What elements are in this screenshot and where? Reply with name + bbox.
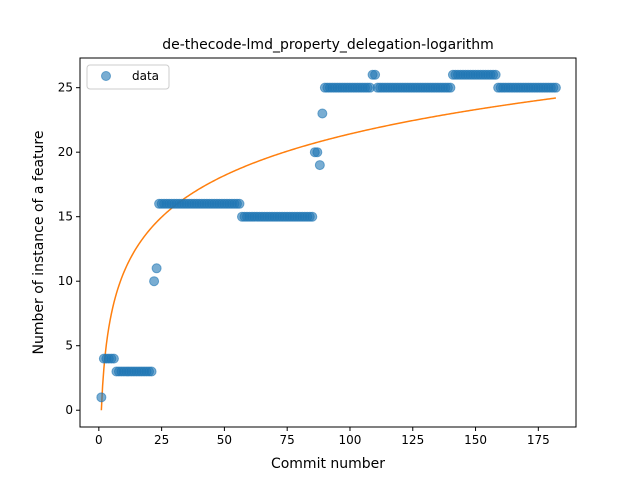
y-tick-label-25: 25 (58, 81, 73, 95)
chart-title: de-thecode-lmd_property_delegation-logar… (162, 37, 494, 53)
x-tick-label-100: 100 (339, 433, 362, 447)
x-tick-label-50: 50 (217, 433, 232, 447)
data-point-84 (307, 211, 318, 222)
data-point-86 (312, 147, 323, 158)
data-point-21 (149, 276, 160, 287)
y-tick-label-20: 20 (58, 145, 73, 159)
legend: data (86, 64, 170, 90)
data-point-22 (151, 263, 162, 274)
x-tick-label-75: 75 (280, 433, 295, 447)
x-ticks: 0 25 50 75 100 125 150 175 (95, 427, 550, 447)
x-tick-label-125: 125 (401, 433, 424, 447)
legend-box (86, 64, 170, 90)
plot-frame (79, 57, 577, 428)
data-point-5 (108, 353, 119, 364)
x-tick-label-0: 0 (95, 433, 103, 447)
x-tick-label-25: 25 (154, 433, 169, 447)
y-tick-label-10: 10 (58, 274, 73, 288)
y-axis-label: Number of instance of a feature (31, 131, 47, 355)
data-point-0 (96, 392, 107, 403)
legend-label-data: data (132, 69, 159, 83)
data-point-181 (550, 82, 561, 93)
points-layer (96, 69, 561, 403)
y-tick-label-15: 15 (58, 210, 73, 224)
data-point-87 (314, 160, 325, 171)
data-point-20 (146, 366, 157, 377)
x-tick-label-150: 150 (464, 433, 487, 447)
x-axis-label: Commit number (271, 456, 385, 472)
y-ticks: 0 5 10 15 20 25 (58, 81, 80, 417)
data-point-109 (370, 69, 381, 80)
y-tick-label-5: 5 (65, 339, 73, 353)
legend-marker-data (101, 71, 111, 81)
data-point-139 (445, 82, 456, 93)
x-tick-label-175: 175 (527, 433, 550, 447)
data-point-157 (490, 69, 501, 80)
data-point-88 (317, 108, 328, 119)
data-point-55 (234, 198, 245, 209)
y-tick-label-0: 0 (65, 403, 73, 417)
